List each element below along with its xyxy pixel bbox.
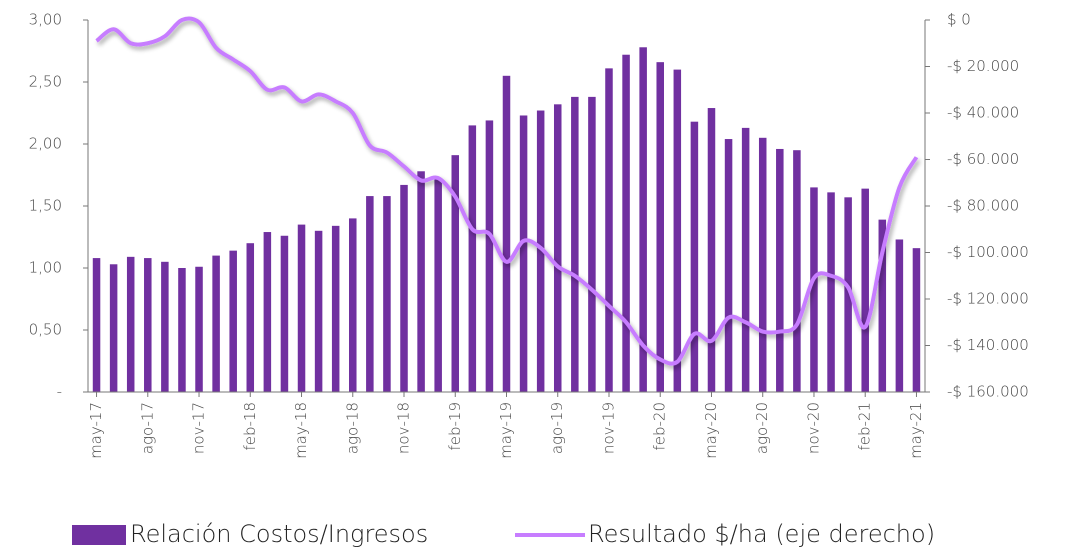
bar [92,258,101,392]
x-tick-label: nov-19 [599,402,617,454]
bar [741,127,750,392]
y-tick-label: - [57,383,62,401]
legend-label: Resultado $/ha (eje derecho) [588,520,935,548]
x-tick-label: may-21 [907,402,925,459]
y-tick-label: 2,50 [29,73,62,91]
bar [263,232,272,392]
line [95,16,919,366]
bar [178,268,186,392]
x-tick-label: feb-18 [241,402,259,451]
x-tick-label: ago-17 [138,402,156,454]
bar [707,108,716,392]
bar [827,192,835,392]
bar [383,196,391,392]
bar [502,75,511,393]
bar [434,178,442,392]
bar [673,69,682,392]
bar [144,258,152,392]
bar [776,148,784,392]
bar [366,196,374,392]
bar [878,219,887,392]
bar [451,155,460,392]
bar [485,120,494,392]
x-tick-label: may-20 [702,402,720,459]
x-tick-label: may-17 [87,402,105,459]
bar [639,47,647,392]
y2-tick-label: -$ 20.000 [947,57,1019,75]
bar [724,139,733,392]
y2-tick-label: -$ 120.000 [947,290,1029,308]
bar [844,197,852,392]
bar [519,115,528,392]
bar [861,188,869,392]
bar [297,224,306,392]
bar [195,266,203,392]
y-tick-label: 1,00 [29,259,62,277]
x-tick-label: ago-19 [548,402,566,454]
bar [793,150,801,392]
x-tick-label: feb-19 [446,402,464,451]
bar [246,243,255,392]
x-tick-label: ago-20 [753,402,771,454]
y2-tick-label: -$ 160.000 [947,383,1029,401]
bar [656,62,664,392]
y-tick-label: 1,50 [29,197,62,215]
bar [280,235,289,392]
y-tick-label: 3,00 [29,11,62,29]
x-tick-label: feb-20 [651,402,669,451]
x-tick-label: nov-20 [804,402,822,454]
x-tick-label: ago-18 [343,402,361,454]
bar [912,248,921,392]
bar [895,239,904,392]
bar [571,96,579,392]
bar [758,137,767,392]
x-tick-label: may-18 [292,402,310,459]
y2-tick-label: -$ 100.000 [947,243,1029,261]
bar [212,255,220,392]
y-tick-label: 2,00 [29,135,62,153]
bar [109,264,118,392]
bar [349,218,357,392]
y-tick-label: 0,50 [29,321,62,339]
bar [690,121,699,393]
x-tick-label: nov-17 [190,402,208,454]
bar [605,68,613,393]
bar [161,261,169,392]
y2-tick-label: -$ 60.000 [947,150,1019,168]
x-tick-label: nov-18 [395,402,413,454]
legend-swatch [72,525,126,545]
bar [400,184,408,392]
bar [553,104,562,392]
bar [622,54,630,392]
legend-label: Relación Costos/Ingresos [130,520,428,548]
legend: Relación Costos/Ingresos Resultado $/ha (… [72,520,935,548]
bar [314,230,323,392]
bar [468,125,477,393]
bar [126,256,135,392]
y2-tick-label: -$ 140.000 [947,336,1029,354]
bar [417,171,425,392]
bar [331,225,340,392]
y2-tick-label: -$ 40.000 [947,104,1019,122]
x-tick-label: may-19 [497,402,515,459]
y2-tick-label: $ 0 [947,11,971,29]
bar [810,187,818,392]
x-tick-label: feb-21 [856,402,874,451]
bar [588,96,596,392]
bar [229,250,237,392]
y2-tick-label: -$ 80.000 [947,197,1019,215]
bar [536,110,545,393]
